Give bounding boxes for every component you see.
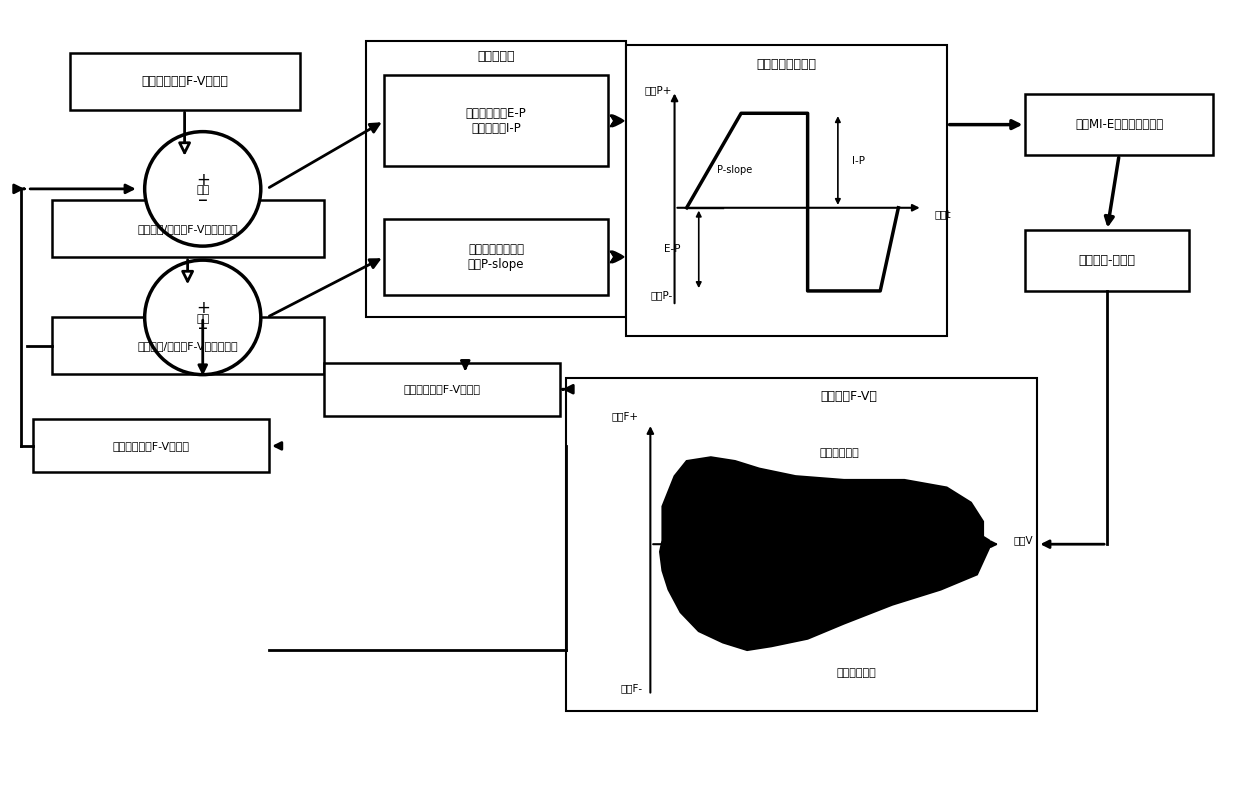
Text: 设定的正/负压相F-V环面积比例: 设定的正/负压相F-V环面积比例 <box>138 223 238 233</box>
Text: 调节负相压力E-P
和正相压力I-P: 调节负相压力E-P 和正相压力I-P <box>466 107 527 135</box>
Text: 时间t: 时间t <box>935 211 951 220</box>
FancyBboxPatch shape <box>1025 94 1213 155</box>
Text: 一次咳痰F-V环: 一次咳痰F-V环 <box>821 391 877 403</box>
Text: +: + <box>196 299 210 318</box>
FancyBboxPatch shape <box>324 363 559 416</box>
Text: 一次咳痰压力目标: 一次咳痰压力目标 <box>756 57 816 71</box>
FancyBboxPatch shape <box>52 200 324 257</box>
Polygon shape <box>660 457 990 650</box>
Text: 流量F+: 流量F+ <box>611 410 639 421</box>
FancyBboxPatch shape <box>52 318 324 374</box>
Text: 比较: 比较 <box>196 185 210 196</box>
Text: 咳痰控制器: 咳痰控制器 <box>477 50 515 63</box>
Text: 正压相环面积: 正压相环面积 <box>820 449 859 458</box>
Text: +: + <box>196 171 210 189</box>
Text: 实际的正压相F-V环面积: 实际的正压相F-V环面积 <box>403 384 480 395</box>
Text: 控制MI-E装置的输出压力: 控制MI-E装置的输出压力 <box>1075 118 1163 131</box>
Text: 比较: 比较 <box>196 314 210 324</box>
Text: 负压相环面积: 负压相环面积 <box>836 668 875 678</box>
Text: P-slope: P-slope <box>717 165 753 175</box>
Text: 压力P+: 压力P+ <box>645 86 672 96</box>
Text: –: – <box>198 191 207 210</box>
Text: I-P: I-P <box>852 156 866 166</box>
Text: 设定的负压相F-V环面积: 设定的负压相F-V环面积 <box>141 75 228 88</box>
Text: –: – <box>198 319 207 338</box>
FancyBboxPatch shape <box>1025 230 1189 291</box>
Ellipse shape <box>145 260 260 375</box>
Text: 容积V: 容积V <box>1013 535 1033 545</box>
FancyBboxPatch shape <box>384 75 608 166</box>
FancyBboxPatch shape <box>69 53 300 109</box>
Text: E-P: E-P <box>665 244 681 255</box>
Text: 压力P-: 压力P- <box>650 290 672 299</box>
FancyBboxPatch shape <box>565 378 1038 711</box>
FancyBboxPatch shape <box>626 46 947 336</box>
Text: 调节正相压力上升
斜坡P-slope: 调节正相压力上升 斜坡P-slope <box>467 243 525 271</box>
Ellipse shape <box>145 131 260 246</box>
FancyBboxPatch shape <box>33 420 269 472</box>
Text: 实际的负压相F-V环面积: 实际的负压相F-V环面积 <box>113 441 190 451</box>
Text: 监测流量-容积环: 监测流量-容积环 <box>1079 254 1136 267</box>
FancyBboxPatch shape <box>384 219 608 295</box>
FancyBboxPatch shape <box>366 42 626 318</box>
Text: 实际的正/负压相F-V环面积比例: 实际的正/负压相F-V环面积比例 <box>138 341 238 351</box>
Text: 流量F-: 流量F- <box>620 683 642 692</box>
